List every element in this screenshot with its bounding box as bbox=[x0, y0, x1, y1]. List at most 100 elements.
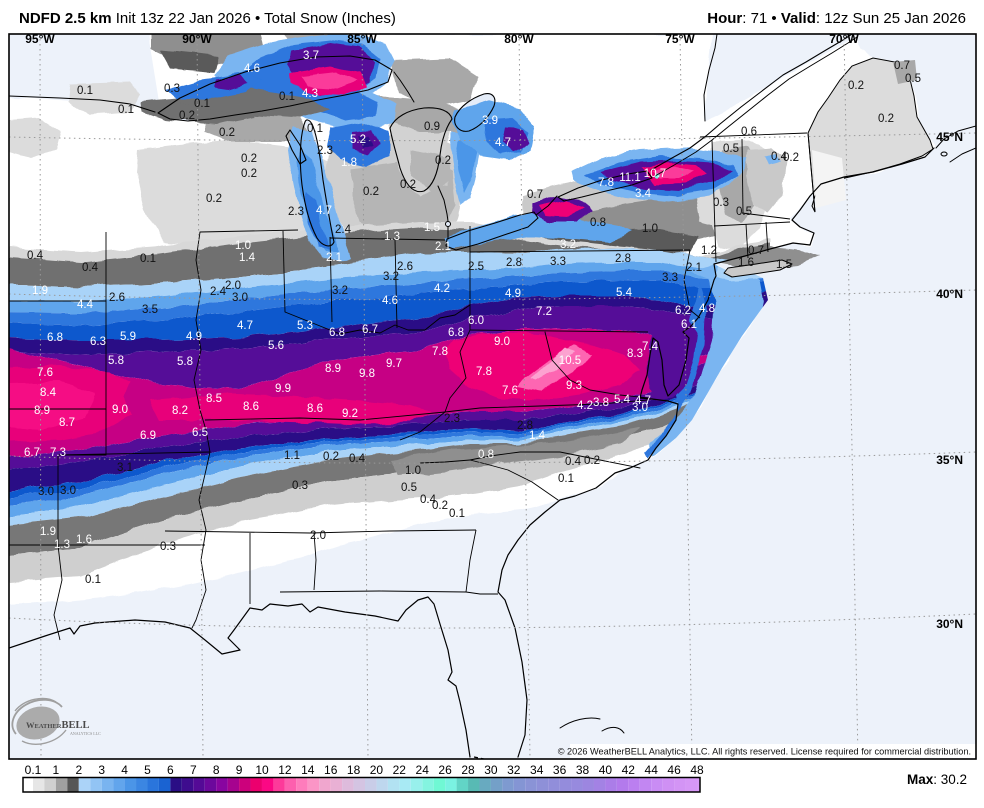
svg-text:ANALYTICS LLC: ANALYTICS LLC bbox=[70, 731, 101, 736]
svg-text:8.5: 8.5 bbox=[206, 393, 222, 405]
svg-text:7.6: 7.6 bbox=[502, 385, 518, 397]
svg-text:0.1: 0.1 bbox=[77, 85, 93, 97]
svg-text:5: 5 bbox=[144, 763, 151, 777]
svg-text:16: 16 bbox=[324, 763, 338, 777]
svg-text:11.1: 11.1 bbox=[619, 172, 641, 184]
svg-text:Max: 30.2: Max: 30.2 bbox=[907, 772, 967, 787]
svg-text:1.2: 1.2 bbox=[260, 536, 276, 548]
svg-text:4.9: 4.9 bbox=[505, 288, 521, 300]
svg-text:6.0: 6.0 bbox=[468, 315, 484, 327]
svg-text:5.3: 5.3 bbox=[297, 320, 313, 332]
svg-text:2.3: 2.3 bbox=[444, 413, 460, 425]
svg-text:3.9: 3.9 bbox=[482, 115, 498, 127]
svg-text:12: 12 bbox=[278, 763, 292, 777]
svg-text:2.4: 2.4 bbox=[210, 286, 227, 298]
svg-text:8: 8 bbox=[213, 763, 220, 777]
svg-text:0.2: 0.2 bbox=[848, 80, 864, 92]
svg-text:0.2: 0.2 bbox=[179, 110, 195, 122]
svg-text:3.8: 3.8 bbox=[593, 397, 609, 409]
svg-text:1.2: 1.2 bbox=[701, 245, 717, 257]
svg-text:44: 44 bbox=[645, 763, 659, 777]
svg-text:45°N: 45°N bbox=[936, 130, 963, 144]
svg-text:0.3: 0.3 bbox=[160, 541, 176, 553]
svg-text:0.8: 0.8 bbox=[478, 449, 494, 461]
svg-text:36: 36 bbox=[553, 763, 567, 777]
svg-text:2.4: 2.4 bbox=[335, 224, 352, 236]
svg-text:© 2026 WeatherBELL Analytics,: © 2026 WeatherBELL Analytics, LLC. All r… bbox=[558, 747, 971, 757]
svg-text:1.9: 1.9 bbox=[40, 526, 56, 538]
svg-text:6.7: 6.7 bbox=[362, 324, 378, 336]
svg-text:0.2: 0.2 bbox=[206, 193, 222, 205]
svg-text:3.3: 3.3 bbox=[550, 256, 566, 268]
svg-text:0.3: 0.3 bbox=[292, 480, 308, 492]
svg-text:0.7: 0.7 bbox=[894, 60, 910, 72]
svg-text:1.3: 1.3 bbox=[384, 231, 400, 243]
svg-text:1.8: 1.8 bbox=[341, 157, 357, 169]
svg-text:7.6: 7.6 bbox=[37, 367, 53, 379]
svg-text:9.3: 9.3 bbox=[566, 380, 582, 392]
svg-text:1.4: 1.4 bbox=[529, 430, 546, 442]
svg-text:4.6: 4.6 bbox=[382, 295, 398, 307]
svg-text:8.7: 8.7 bbox=[59, 417, 75, 429]
svg-text:4.9: 4.9 bbox=[186, 331, 202, 343]
svg-text:8.3: 8.3 bbox=[627, 348, 643, 360]
svg-text:0.2: 0.2 bbox=[432, 500, 448, 512]
svg-text:40: 40 bbox=[599, 763, 613, 777]
svg-text:9.0: 9.0 bbox=[494, 336, 510, 348]
svg-text:0.2: 0.2 bbox=[584, 455, 600, 467]
svg-text:10: 10 bbox=[255, 763, 269, 777]
svg-text:1.0: 1.0 bbox=[642, 223, 658, 235]
svg-text:6.8: 6.8 bbox=[329, 327, 345, 339]
svg-text:1.5: 1.5 bbox=[424, 222, 440, 234]
svg-text:1.9: 1.9 bbox=[32, 285, 48, 297]
svg-text:0.9: 0.9 bbox=[424, 121, 440, 133]
svg-text:0.2: 0.2 bbox=[323, 451, 339, 463]
svg-text:0.1: 0.1 bbox=[558, 473, 574, 485]
svg-text:2.1: 2.1 bbox=[686, 262, 702, 274]
svg-text:6.2: 6.2 bbox=[675, 305, 691, 317]
svg-text:2.3: 2.3 bbox=[317, 145, 333, 157]
svg-text:0.4: 0.4 bbox=[82, 262, 99, 274]
svg-text:9.0: 9.0 bbox=[112, 404, 128, 416]
svg-text:4.8: 4.8 bbox=[699, 303, 715, 315]
svg-text:4: 4 bbox=[121, 763, 128, 777]
svg-text:4.4: 4.4 bbox=[77, 299, 94, 311]
svg-text:0.2: 0.2 bbox=[219, 127, 235, 139]
svg-text:4.6: 4.6 bbox=[244, 63, 260, 75]
svg-text:32: 32 bbox=[507, 763, 521, 777]
svg-text:5.4: 5.4 bbox=[614, 394, 631, 406]
svg-text:0.5: 0.5 bbox=[723, 143, 739, 155]
svg-text:2.0: 2.0 bbox=[225, 280, 241, 292]
svg-text:46: 46 bbox=[667, 763, 681, 777]
svg-text:3.0: 3.0 bbox=[38, 486, 54, 498]
svg-text:0.5: 0.5 bbox=[736, 206, 752, 218]
svg-text:0.5: 0.5 bbox=[905, 73, 921, 85]
svg-text:22: 22 bbox=[393, 763, 407, 777]
svg-text:1: 1 bbox=[53, 763, 60, 777]
svg-text:6.9: 6.9 bbox=[140, 430, 156, 442]
svg-text:4.3: 4.3 bbox=[302, 88, 318, 100]
svg-text:24: 24 bbox=[416, 763, 430, 777]
svg-text:0.4: 0.4 bbox=[349, 453, 366, 465]
svg-text:28: 28 bbox=[461, 763, 475, 777]
svg-text:0.5: 0.5 bbox=[401, 482, 417, 494]
svg-text:5.6: 5.6 bbox=[268, 340, 284, 352]
svg-text:0.4: 0.4 bbox=[771, 151, 788, 163]
svg-text:4.7: 4.7 bbox=[495, 137, 511, 149]
svg-text:2.1: 2.1 bbox=[435, 241, 451, 253]
svg-text:0.8: 0.8 bbox=[590, 217, 606, 229]
svg-text:0.2: 0.2 bbox=[878, 113, 894, 125]
svg-text:30: 30 bbox=[484, 763, 498, 777]
svg-text:6.7: 6.7 bbox=[24, 447, 40, 459]
svg-text:5.2: 5.2 bbox=[350, 134, 366, 146]
svg-text:7.3: 7.3 bbox=[50, 447, 66, 459]
svg-text:6.8: 6.8 bbox=[47, 332, 63, 344]
svg-text:2.0: 2.0 bbox=[310, 530, 326, 542]
svg-text:3.5: 3.5 bbox=[142, 304, 158, 316]
svg-text:0.4: 0.4 bbox=[27, 250, 44, 262]
svg-text:10.7: 10.7 bbox=[644, 168, 666, 180]
svg-text:2.5: 2.5 bbox=[468, 261, 484, 273]
svg-text:0.3: 0.3 bbox=[713, 197, 729, 209]
svg-text:3.7: 3.7 bbox=[303, 50, 319, 62]
svg-text:0.1: 0.1 bbox=[85, 574, 101, 586]
